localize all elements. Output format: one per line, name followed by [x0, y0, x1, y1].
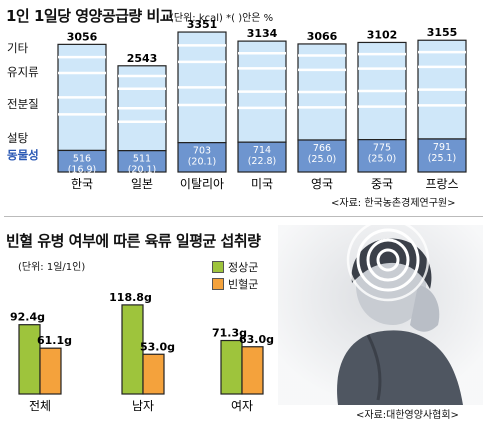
energy-supply-chart: 3056516(16.9)한국2543511(20.1)일본3351703(20…	[7, 18, 467, 191]
bar-animal-1	[117, 150, 167, 173]
value-label-anemia-2: 63.0g	[239, 333, 274, 346]
bar-animal-5	[357, 139, 407, 173]
bar-anemia-1	[142, 353, 165, 395]
value-label-anemia-0: 61.1g	[37, 334, 72, 347]
legend-label-anemia: 빈혈군	[228, 277, 259, 291]
category-label-5: 중국	[371, 177, 393, 191]
total-label-1: 2543	[127, 52, 158, 65]
chart2-legend: 정상군 빈혈군	[212, 258, 258, 292]
group-label-0: 전체	[29, 399, 51, 413]
animal-value-3: 714	[253, 145, 271, 156]
animal-value-5: 775	[373, 143, 391, 154]
bar-normal-1	[121, 304, 144, 395]
category-label-0: 한국	[71, 177, 93, 191]
animal-percent-5: (25.0)	[368, 154, 397, 165]
animal-percent-6: (25.1)	[428, 153, 457, 164]
animal-percent-1: (20.1)	[128, 165, 157, 176]
segment-label-4: 동물성	[7, 148, 39, 162]
animal-value-6: 791	[433, 142, 451, 153]
segment-label-1: 유지류	[7, 65, 39, 79]
value-label-normal-0: 92.4g	[10, 311, 45, 324]
category-label-6: 프랑스	[425, 177, 458, 191]
category-label-4: 영국	[311, 177, 333, 191]
chart1-title: 1인 1일당 영양공급량 비교	[6, 7, 174, 25]
legend-item-normal: 정상군	[212, 258, 258, 275]
total-label-4: 3066	[307, 30, 338, 43]
legend-label-normal: 정상군	[228, 260, 259, 274]
bar-normal-2	[220, 339, 243, 395]
segment-label-2: 전분질	[7, 97, 39, 111]
segment-label-3: 설탕	[7, 131, 29, 145]
animal-percent-2: (20.1)	[188, 157, 217, 168]
legend-swatch-normal	[212, 260, 224, 273]
woman-holding-head-icon	[278, 218, 483, 405]
animal-value-0: 516	[73, 153, 91, 164]
animal-percent-3: (22.8)	[248, 156, 277, 167]
legend-item-anemia: 빈혈군	[212, 275, 258, 292]
total-label-2: 3351	[187, 18, 218, 31]
chart1-unit-note: (단위: kcal) *( )안은 %	[170, 13, 274, 24]
total-label-6: 3155	[427, 26, 458, 39]
animal-value-4: 766	[313, 143, 331, 154]
chart2-unit-note: (단위: 1일/1인)	[18, 262, 86, 273]
segment-label-0: 기타	[7, 41, 29, 55]
bar-animal-3	[237, 141, 287, 173]
chart2-source: <자료:대한영양사협회>	[356, 410, 459, 421]
section-divider	[4, 216, 483, 217]
group-label-2: 여자	[231, 399, 253, 413]
animal-percent-0: (16.9)	[68, 164, 97, 175]
category-label-2: 이탈리아	[180, 177, 224, 191]
chart2-title: 빈혈 유병 여부에 따른 육류 일평균 섭취량	[6, 232, 261, 250]
animal-percent-4: (25.0)	[308, 154, 337, 165]
chart1-source: <자료: 한국농촌경제연구원>	[331, 198, 456, 209]
bar-animal-4	[297, 139, 347, 173]
bar-anemia-0	[39, 347, 62, 395]
bar-animal-6	[417, 138, 467, 173]
category-label-3: 미국	[251, 177, 273, 191]
legend-swatch-anemia	[212, 277, 224, 290]
total-label-0: 3056	[67, 30, 98, 43]
total-label-5: 3102	[367, 28, 398, 41]
group-label-1: 남자	[132, 399, 154, 413]
bar-anemia-2	[241, 346, 264, 395]
bar-animal-0	[57, 149, 107, 173]
animal-value-2: 703	[193, 146, 211, 157]
bar-animal-2	[177, 142, 227, 173]
value-label-normal-1: 118.8g	[109, 291, 152, 304]
value-label-normal-2: 71.3g	[212, 327, 247, 340]
total-label-3: 3134	[247, 27, 278, 40]
animal-value-1: 511	[133, 154, 151, 165]
category-label-1: 일본	[131, 177, 153, 191]
value-label-anemia-1: 53.0g	[140, 340, 175, 353]
